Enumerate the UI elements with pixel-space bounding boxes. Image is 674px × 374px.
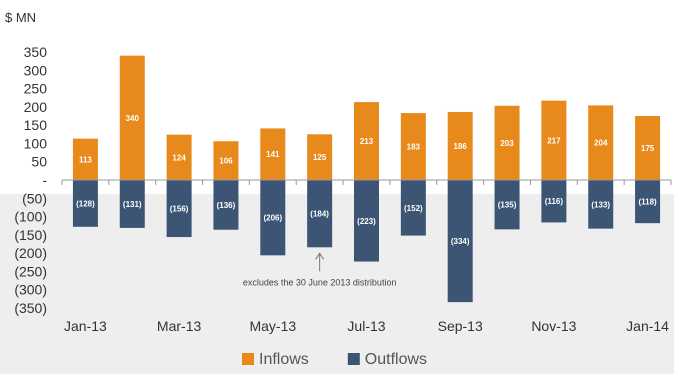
outflows-bar xyxy=(635,180,661,224)
inflows-legend-label: Inflows xyxy=(259,351,309,368)
outflows-data-label: (223) xyxy=(357,217,376,226)
inflows-data-label: 175 xyxy=(641,144,655,153)
y-tick-label: - xyxy=(42,172,47,188)
outflows-bar xyxy=(400,180,426,236)
outflows-bar xyxy=(166,180,192,238)
inflows-data-label: 213 xyxy=(360,137,374,146)
y-tick-label: (50) xyxy=(22,190,47,206)
inflows-bar xyxy=(213,141,239,180)
inflows-data-label: 203 xyxy=(500,139,514,148)
y-tick-label: 200 xyxy=(24,99,48,115)
x-tick-label: Jul-13 xyxy=(347,318,385,334)
inflows-bar xyxy=(354,102,379,180)
bars-group xyxy=(72,55,661,303)
outflows-legend-swatch xyxy=(347,353,360,365)
outflows-data-label: (128) xyxy=(76,199,95,208)
y-tick-label: (150) xyxy=(14,227,47,243)
x-tick-label: Mar-13 xyxy=(157,318,202,334)
y-tick-label: (200) xyxy=(14,245,47,261)
y-tick-label: (350) xyxy=(14,300,47,316)
inflows-data-label: 186 xyxy=(454,142,468,151)
annotation-text: excludes the 30 June 2013 distribution xyxy=(243,277,397,287)
inflows-bar xyxy=(447,111,473,180)
outflows-bar xyxy=(307,180,333,248)
outflows-bar xyxy=(541,180,567,223)
inflows-bar xyxy=(400,113,426,180)
y-tick-label: (300) xyxy=(14,282,47,298)
inflows-bar xyxy=(72,138,98,180)
inflows-data-label: 340 xyxy=(126,114,140,123)
outflows-bar xyxy=(354,180,379,262)
inflows-bar xyxy=(119,55,145,180)
chart-background-band xyxy=(0,194,674,374)
inflows-legend-swatch xyxy=(242,353,254,365)
unit-label: $ MN xyxy=(5,10,36,25)
outflows-data-label: (133) xyxy=(591,200,610,209)
outflows-bar xyxy=(447,180,473,303)
y-tick-label: 300 xyxy=(24,62,48,78)
inflows-data-label: 106 xyxy=(219,157,233,166)
outflows-bar xyxy=(213,180,239,230)
inflows-data-label: 141 xyxy=(266,150,280,159)
x-tick-label: Jan-14 xyxy=(626,318,669,334)
outflows-bar xyxy=(260,180,286,256)
y-axis: 350 300 250 200 150 100 50 - (50) (100) (150) (200)… xyxy=(14,44,47,316)
x-tick-label: May-13 xyxy=(249,318,296,334)
legend: Inflows Outflows xyxy=(242,351,427,368)
outflows-data-label: (184) xyxy=(310,210,329,219)
outflows-bar xyxy=(72,180,98,227)
outflows-data-label: (156) xyxy=(170,205,189,214)
inflows-bar xyxy=(588,105,614,180)
inflows-data-label: 124 xyxy=(172,153,186,162)
outflows-data-label: (118) xyxy=(638,198,657,207)
inflows-bar xyxy=(260,128,286,180)
y-tick-label: 150 xyxy=(24,117,48,133)
inflows-bar xyxy=(307,134,333,180)
y-tick-label: 350 xyxy=(24,44,48,60)
inflows-bar xyxy=(635,116,661,180)
outflows-bar xyxy=(119,180,145,228)
x-tick-label: Sep-13 xyxy=(438,318,483,334)
y-tick-label: 250 xyxy=(24,81,48,97)
annotation: excludes the 30 June 2013 distribution xyxy=(243,252,397,287)
data-labels-group: 113 340 124 106 141 125 213 183 186 203 217 204 175 (… xyxy=(76,114,657,246)
x-tick-label: Jan-13 xyxy=(64,318,107,334)
inflows-data-label: 204 xyxy=(594,139,608,148)
annotation-arrow-head xyxy=(315,252,325,260)
inflows-data-label: 183 xyxy=(407,143,421,152)
inflows-bar xyxy=(541,100,567,180)
inflows-data-label: 113 xyxy=(79,155,92,164)
outflows-bar xyxy=(588,180,614,229)
outflows-data-label: (131) xyxy=(123,200,142,209)
y-tick-label: (100) xyxy=(14,209,47,225)
y-tick-label: 50 xyxy=(31,154,47,170)
inflows-bar xyxy=(494,105,520,180)
inflows-data-label: 125 xyxy=(313,153,327,162)
outflows-data-label: (135) xyxy=(498,201,517,210)
y-tick-label: (250) xyxy=(14,263,47,279)
outflows-data-label: (206) xyxy=(263,214,282,223)
outflows-bar xyxy=(494,180,520,230)
y-tick-label: 100 xyxy=(24,135,48,151)
inflows-bar xyxy=(166,134,192,180)
outflows-data-label: (334) xyxy=(451,237,470,246)
x-tick-label: Nov-13 xyxy=(531,318,576,334)
outflows-legend-label: Outflows xyxy=(365,351,427,368)
outflows-data-label: (116) xyxy=(545,197,564,206)
x-axis: Jan-13 Mar-13 May-13 Jul-13 Sep-13 Nov-13 Jan-… xyxy=(61,180,672,334)
inflows-data-label: 217 xyxy=(547,136,561,145)
outflows-data-label: (152) xyxy=(404,204,423,213)
outflows-data-label: (136) xyxy=(217,201,236,210)
